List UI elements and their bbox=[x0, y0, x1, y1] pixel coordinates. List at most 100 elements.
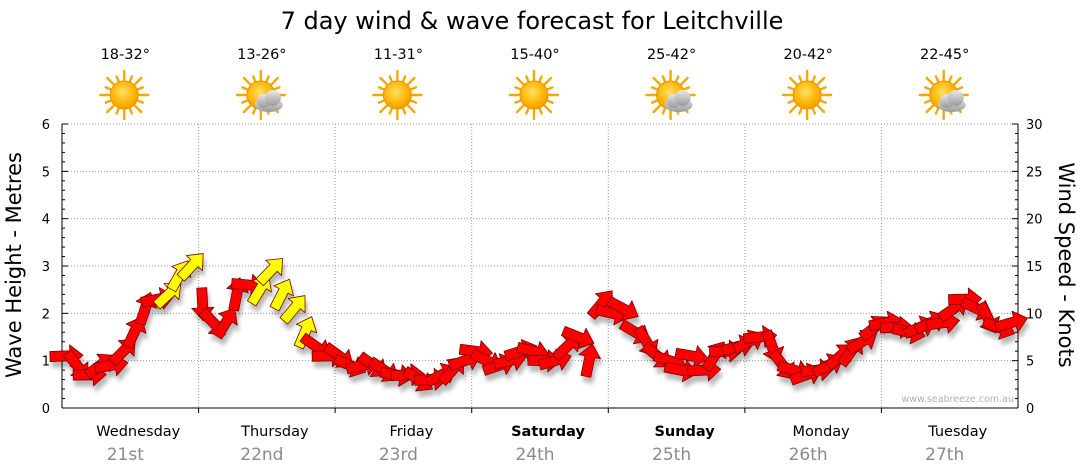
sun-ray bbox=[265, 75, 270, 83]
sun-cloud-icon bbox=[918, 69, 969, 121]
day-name-label: Monday bbox=[793, 424, 851, 440]
left-axis-title: Wave Height - Metres bbox=[2, 152, 26, 378]
sun-disc bbox=[382, 80, 412, 110]
cloud-shape bbox=[664, 90, 693, 112]
temperature-label: 18-32° bbox=[101, 47, 150, 63]
sun-ray bbox=[410, 86, 418, 91]
sun-ray bbox=[546, 99, 554, 104]
day-date-label: 21st bbox=[107, 445, 144, 465]
sun-ray bbox=[934, 75, 940, 83]
sun-ray bbox=[650, 99, 658, 104]
sun-icon bbox=[508, 69, 560, 121]
sun-ray bbox=[106, 104, 115, 114]
temperature-label: 25-42° bbox=[647, 47, 696, 63]
sun-ray bbox=[819, 86, 827, 91]
weather-icons-row bbox=[99, 69, 969, 121]
right-axis-title: Wind Speed - Knots bbox=[1054, 162, 1078, 367]
sun-ray bbox=[241, 99, 249, 104]
wind-arrow bbox=[212, 307, 238, 340]
day-name-label: Thursday bbox=[240, 424, 309, 440]
sun-ray bbox=[106, 76, 115, 86]
sun-ray bbox=[661, 107, 667, 115]
sun-icon bbox=[372, 69, 423, 121]
sun-ray bbox=[661, 75, 667, 83]
left-tick-label: 4 bbox=[42, 213, 50, 228]
day-date-label: 24th bbox=[515, 445, 554, 465]
cloud-part bbox=[674, 90, 691, 106]
left-tick-label: 1 bbox=[42, 355, 50, 370]
wind-arrow bbox=[255, 258, 284, 287]
sun-ray bbox=[128, 75, 134, 83]
sun-ray bbox=[406, 104, 416, 114]
wind-arrow bbox=[279, 295, 306, 325]
sun-ray bbox=[924, 99, 932, 104]
sun-ray bbox=[133, 76, 143, 86]
sun-ray bbox=[934, 107, 940, 115]
sun-ray bbox=[115, 75, 120, 83]
day-date-label: 22nd bbox=[240, 445, 283, 465]
sun-ray bbox=[379, 104, 389, 114]
sun-icon bbox=[99, 69, 150, 121]
sun-ray bbox=[514, 86, 522, 91]
right-tick-label: 20 bbox=[1026, 213, 1043, 228]
sun-ray bbox=[787, 99, 795, 104]
wind-arrow bbox=[561, 325, 595, 350]
cloud-shape bbox=[937, 90, 966, 112]
sun-ray bbox=[683, 86, 691, 91]
sun-ray bbox=[956, 86, 964, 91]
sun-ray bbox=[546, 86, 554, 91]
sun-ray bbox=[525, 107, 530, 115]
cloud-part bbox=[264, 90, 281, 106]
sun-ray bbox=[252, 107, 257, 115]
sun-ray bbox=[115, 107, 120, 115]
sun-ray bbox=[819, 99, 827, 104]
sun-ray bbox=[525, 75, 530, 83]
sun-ray bbox=[816, 76, 826, 86]
left-tick-label: 3 bbox=[42, 260, 50, 275]
watermark: www.seabreeze.com.au bbox=[902, 394, 1015, 405]
sun-ray bbox=[401, 107, 407, 115]
sun-ray bbox=[948, 75, 953, 83]
right-tick-label: 30 bbox=[1026, 118, 1043, 133]
sun-ray bbox=[798, 107, 803, 115]
sun-ray bbox=[924, 86, 932, 91]
wind-arrow bbox=[578, 343, 602, 378]
sun-ray bbox=[377, 86, 385, 91]
sun-ray bbox=[410, 99, 418, 104]
sun-disc bbox=[792, 80, 822, 110]
chart-grid bbox=[62, 123, 1018, 408]
wind-arrow bbox=[269, 278, 294, 312]
sun-icon bbox=[781, 69, 833, 121]
cloud-part bbox=[947, 90, 964, 106]
sun-ray bbox=[675, 75, 680, 83]
wind-arrow bbox=[293, 316, 318, 350]
right-tick-label: 0 bbox=[1026, 402, 1034, 417]
day-name-label: Tuesday bbox=[927, 424, 987, 440]
sun-ray bbox=[811, 107, 816, 115]
sun-disc bbox=[519, 80, 549, 110]
temperature-label: 13-26° bbox=[237, 47, 286, 63]
sun-ray bbox=[128, 107, 134, 115]
wind-arrows bbox=[49, 253, 1028, 392]
wind-arrow bbox=[551, 334, 581, 362]
left-tick-label: 6 bbox=[42, 118, 50, 133]
sun-rays bbox=[372, 69, 423, 121]
day-name-label: Friday bbox=[389, 424, 433, 440]
wind-arrow bbox=[674, 345, 709, 368]
sun-ray bbox=[543, 76, 553, 86]
temperature-row: 18-32° 13-26° 11-31° 15-40° 25-42° 20-42° 22-4… bbox=[101, 47, 970, 63]
sun-rays bbox=[99, 69, 150, 121]
temperature-label: 20-42° bbox=[783, 47, 832, 63]
sun-ray bbox=[538, 75, 543, 83]
cloud-shape bbox=[254, 90, 283, 112]
temperature-label: 11-31° bbox=[374, 47, 423, 63]
left-tick-label: 0 bbox=[42, 402, 50, 417]
right-tick-label: 5 bbox=[1026, 355, 1034, 370]
sun-ray bbox=[270, 76, 280, 86]
sun-ray bbox=[816, 104, 826, 114]
day-name-label: Wednesday bbox=[96, 424, 180, 440]
sun-ray bbox=[136, 99, 144, 104]
sun-ray bbox=[252, 75, 257, 83]
sun-ray bbox=[787, 86, 795, 91]
sun-ray bbox=[811, 75, 816, 83]
